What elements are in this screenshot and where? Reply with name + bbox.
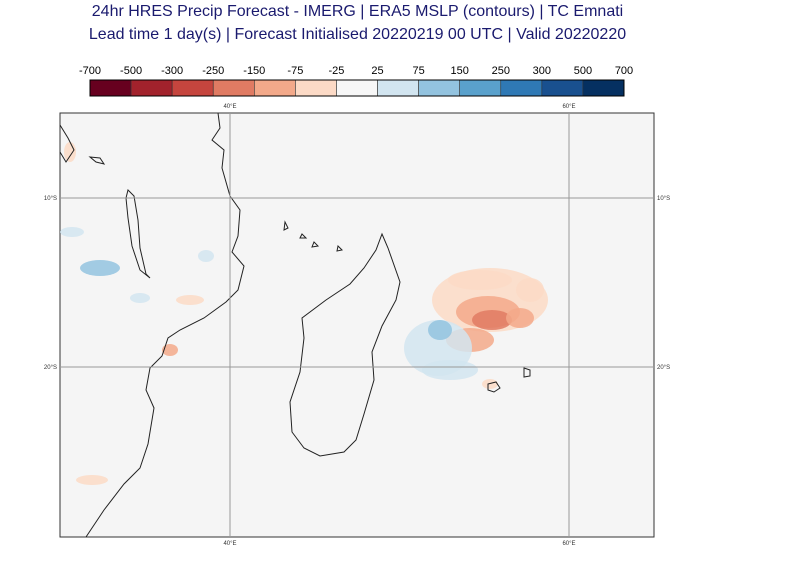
madagascar-coastline (289, 232, 401, 457)
figure-title-line-2: Lead time 1 day(s) | Forecast Initialise… (88, 26, 627, 43)
lake-malawi-outline (125, 189, 151, 279)
comoros-island-3 (311, 241, 320, 248)
precip-anomaly-patch (60, 227, 84, 237)
precip-anomaly-patch (198, 250, 214, 262)
graticule (60, 113, 654, 537)
coastlines (59, 112, 531, 538)
colorbar: -700 -500 -300 -250 -150 -75 -25 25 75 150 250 300 5… (79, 65, 633, 97)
comoros-island-2 (299, 233, 308, 239)
map-frame (59, 112, 655, 538)
precip-anomaly-patch (472, 310, 512, 330)
precip-anomaly-field (60, 142, 548, 485)
colorbar-tick-label: 150 (451, 65, 469, 77)
comoros-island-1 (283, 220, 289, 231)
precip-anomaly-patch (162, 344, 178, 356)
mauritius-island (523, 367, 531, 378)
colorbar-tick-label: 300 (533, 65, 551, 77)
colorbar-tick-label: -75 (287, 65, 303, 77)
colorbar-tick-label: -300 (161, 65, 183, 77)
precip-anomaly-patch (80, 260, 120, 276)
precip-anomaly-patch (516, 278, 544, 302)
reunion-island (487, 381, 501, 393)
colorbar-tick-label: 75 (412, 65, 424, 77)
colorbar-tick-label: -250 (202, 65, 224, 77)
lake-victoria-outline (59, 124, 75, 163)
colorbar-tick-label: 25 (371, 65, 383, 77)
precip-anomaly-patch (428, 320, 452, 340)
colorbar-tick-label: -150 (243, 65, 265, 77)
colorbar-tick-label: 700 (615, 65, 633, 77)
precip-anomaly-patch (506, 308, 534, 328)
longitude-label: 40°E (223, 541, 236, 547)
latitude-label: 20°S (44, 365, 57, 371)
latitude-label: 10°S (657, 196, 670, 202)
precip-anomaly-patch (130, 293, 150, 303)
figure-title-line-1: 24hr HRES Precip Forecast - IMERG | ERA5… (91, 3, 624, 20)
longitude-label: 60°E (562, 104, 575, 110)
lake-outline-small (88, 156, 106, 165)
precip-anomaly-patch (422, 360, 478, 380)
longitude-label: 40°E (223, 104, 236, 110)
precip-anomaly-patch (76, 475, 108, 485)
colorbar-tick-label: 250 (492, 65, 510, 77)
precip-anomaly-patch (64, 142, 76, 162)
latitude-labels: 10°S 10°S 20°S 20°S (44, 196, 670, 371)
colorbar-tick-labels: -700 -500 -300 -250 -150 -75 -25 25 75 150 250 300 5… (79, 65, 633, 77)
latitude-label: 10°S (44, 196, 57, 202)
africa-coastline (85, 112, 245, 538)
colorbar-border (89, 79, 625, 97)
precip-anomaly-patch (448, 270, 512, 290)
colorbar-tick-label: -25 (329, 65, 345, 77)
mayotte-island (336, 244, 344, 252)
colorbar-tick-label: -700 (79, 65, 101, 77)
precip-anomaly-patch (176, 295, 204, 305)
longitude-label: 60°E (562, 541, 575, 547)
colorbar-tick-label: -500 (120, 65, 142, 77)
longitude-labels: 40°E 40°E 60°E 60°E (223, 104, 575, 547)
latitude-label: 20°S (657, 365, 670, 371)
colorbar-swatches (89, 79, 625, 97)
colorbar-tick-label: 500 (574, 65, 592, 77)
